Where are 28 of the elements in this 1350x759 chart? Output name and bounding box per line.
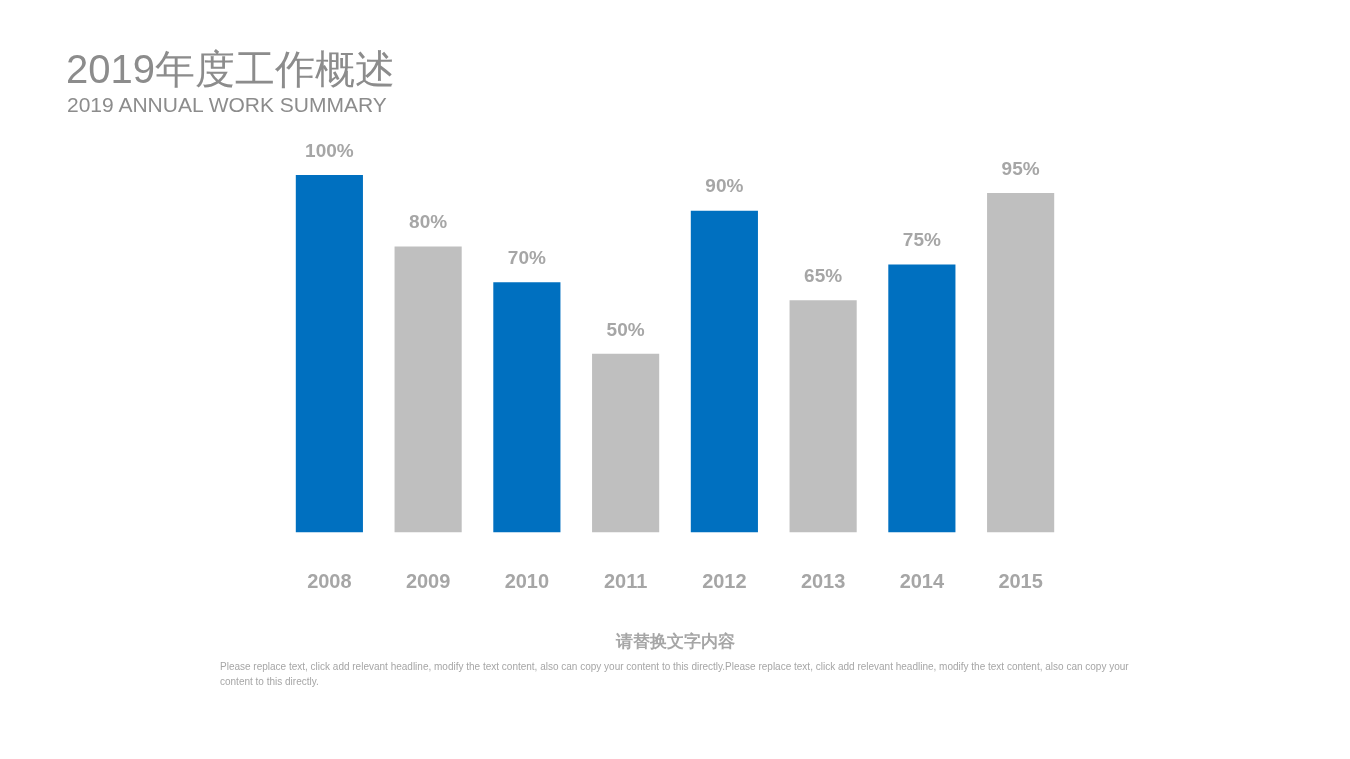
bar bbox=[987, 192, 1055, 533]
data-label: 80% bbox=[409, 211, 448, 233]
data-label: 50% bbox=[606, 318, 645, 340]
data-label: 70% bbox=[507, 247, 546, 269]
x-tick-label: 2010 bbox=[504, 570, 550, 593]
bar bbox=[493, 282, 561, 533]
x-tick-label: 2011 bbox=[603, 570, 648, 593]
chart-subtitle: 2019 ANNUAL WORK SUMMARY bbox=[67, 93, 387, 117]
bar bbox=[592, 353, 660, 533]
x-tick-label: 2014 bbox=[899, 570, 945, 593]
data-label: 90% bbox=[705, 175, 744, 197]
bar bbox=[690, 210, 758, 533]
x-tick-label: 2015 bbox=[998, 570, 1043, 593]
data-label: 95% bbox=[1001, 157, 1040, 179]
chart-title: 2019年度工作概述 bbox=[66, 47, 395, 91]
x-tick-label: 2013 bbox=[800, 570, 846, 593]
data-label: 100% bbox=[305, 139, 354, 161]
x-tick-label: 2009 bbox=[405, 570, 451, 593]
bar bbox=[888, 264, 956, 533]
bar bbox=[295, 175, 363, 533]
x-axis-title: 请替换文字内容 bbox=[614, 631, 735, 652]
data-label: 65% bbox=[804, 264, 843, 286]
data-label: 75% bbox=[902, 229, 941, 251]
bar bbox=[394, 246, 462, 533]
x-tick-label: 2008 bbox=[307, 570, 352, 593]
text: Please replace text, click add relevant headline, modify the text content, also can copy your content to this directly.Please replace text, click add relevant headline, modify the text content, also can copy your content to this directly. bbox=[220, 660, 1130, 689]
bar bbox=[789, 300, 857, 533]
x-tick-label: 2012 bbox=[702, 570, 747, 593]
